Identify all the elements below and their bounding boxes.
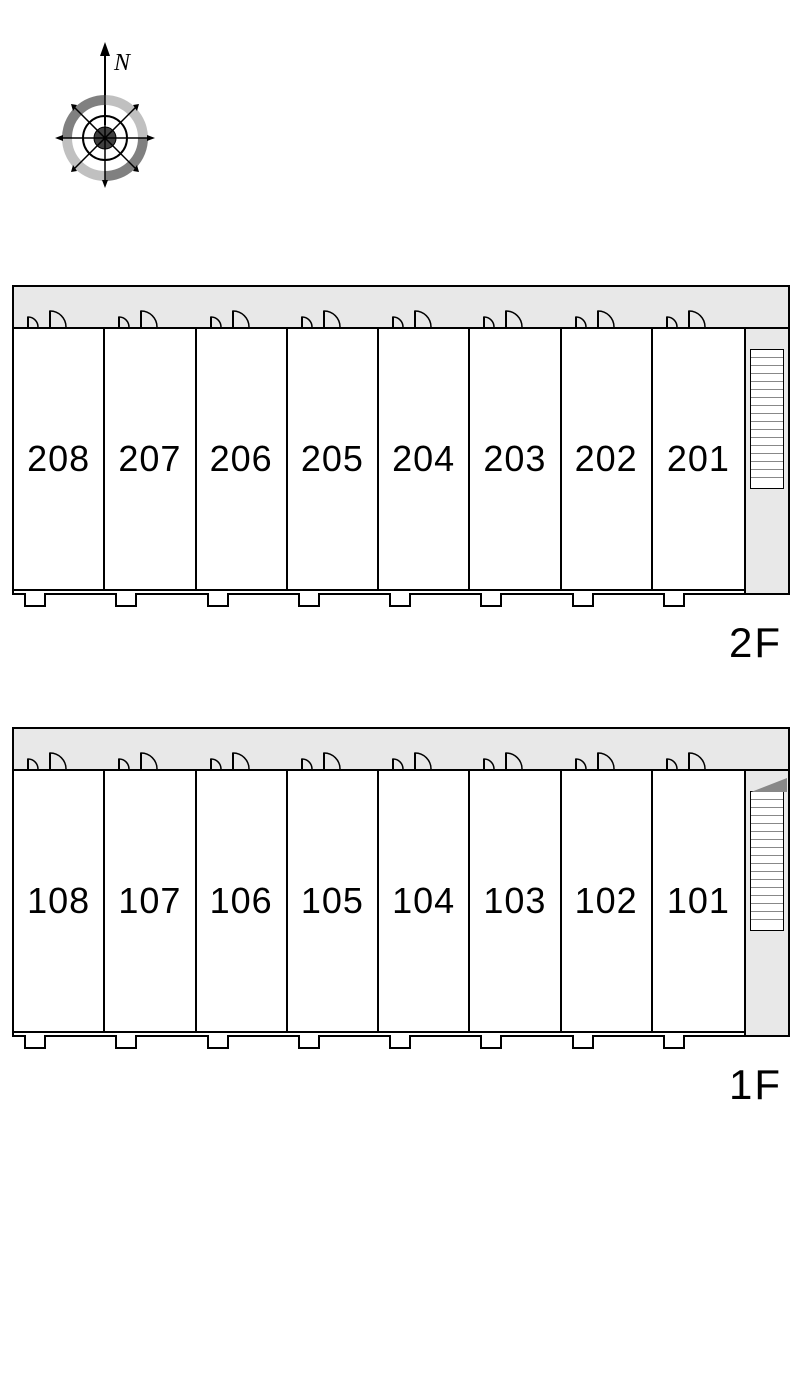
compass-label: N <box>113 50 132 76</box>
stairs-icon <box>744 329 788 593</box>
door-icon <box>653 287 744 327</box>
balcony-mark <box>663 1035 685 1049</box>
units-row: 208 207 206 205 204 203 202 201 <box>14 329 788 589</box>
balcony-mark <box>389 593 411 607</box>
unit-number: 106 <box>210 880 273 922</box>
balcony-mark <box>24 593 46 607</box>
corridor-segment <box>470 287 561 327</box>
balcony-row <box>14 1031 788 1035</box>
unit-number: 207 <box>118 438 181 480</box>
unit-cell: 107 <box>105 771 196 1031</box>
unit-cell: 108 <box>14 771 105 1031</box>
door-icon <box>197 287 288 327</box>
door-icon <box>14 729 105 769</box>
floor-plan: 108 107 106 105 104 103 102 101 <box>12 727 790 1037</box>
unit-cell: 206 <box>197 329 288 589</box>
unit-cell: 207 <box>105 329 196 589</box>
unit-number: 203 <box>483 438 546 480</box>
unit-number: 101 <box>667 880 730 922</box>
floor-plan: 208 207 206 205 204 203 202 201 <box>12 285 790 595</box>
unit-cell: 202 <box>562 329 653 589</box>
door-icon <box>105 287 196 327</box>
corridor <box>14 729 788 771</box>
unit-cell: 204 <box>379 329 470 589</box>
floor-section: 108 107 106 105 104 103 102 101 1F <box>0 727 800 1109</box>
door-icon <box>379 729 470 769</box>
corridor-segment <box>14 287 105 327</box>
corridor-segment <box>653 287 744 327</box>
corridor-segment <box>105 287 196 327</box>
unit-number: 103 <box>483 880 546 922</box>
corridor-segment <box>379 287 470 327</box>
unit-cell: 104 <box>379 771 470 1031</box>
unit-cell: 201 <box>653 329 744 589</box>
floor-section: 208 207 206 205 204 203 202 201 2F <box>0 285 800 667</box>
door-icon <box>562 287 653 327</box>
unit-number: 104 <box>392 880 455 922</box>
unit-number: 108 <box>27 880 90 922</box>
unit-cell: 103 <box>470 771 561 1031</box>
unit-number: 204 <box>392 438 455 480</box>
floor-label: 1F <box>0 1061 782 1109</box>
unit-cell: 203 <box>470 329 561 589</box>
unit-cell: 105 <box>288 771 379 1031</box>
corridor-segment <box>105 729 196 769</box>
unit-cell: 205 <box>288 329 379 589</box>
balcony-mark <box>572 593 594 607</box>
balcony-mark <box>298 1035 320 1049</box>
door-icon <box>197 729 288 769</box>
balcony-mark <box>207 593 229 607</box>
balcony-row <box>14 589 788 593</box>
corridor-segment <box>470 729 561 769</box>
corridor-segment <box>197 287 288 327</box>
compass-icon: N <box>40 40 800 225</box>
floor-label: 2F <box>0 619 782 667</box>
unit-number: 201 <box>667 438 730 480</box>
balcony-mark <box>298 593 320 607</box>
door-icon <box>653 729 744 769</box>
corridor-segment <box>288 287 379 327</box>
balcony-mark <box>480 1035 502 1049</box>
door-icon <box>470 287 561 327</box>
balcony-mark <box>480 593 502 607</box>
corridor-segment <box>197 729 288 769</box>
balcony-mark <box>207 1035 229 1049</box>
corridor-segment <box>562 287 653 327</box>
balcony-mark <box>115 593 137 607</box>
corridor-segment <box>562 729 653 769</box>
unit-number: 107 <box>118 880 181 922</box>
corridor-segment <box>379 729 470 769</box>
unit-number: 206 <box>210 438 273 480</box>
unit-cell: 208 <box>14 329 105 589</box>
door-icon <box>379 287 470 327</box>
stairs-icon <box>744 771 788 1035</box>
corridor-segment <box>14 729 105 769</box>
unit-number: 205 <box>301 438 364 480</box>
door-icon <box>14 287 105 327</box>
balcony-mark <box>572 1035 594 1049</box>
unit-number: 102 <box>575 880 638 922</box>
door-icon <box>105 729 196 769</box>
corridor-segment <box>653 729 744 769</box>
door-icon <box>562 729 653 769</box>
unit-number: 105 <box>301 880 364 922</box>
balcony-mark <box>24 1035 46 1049</box>
door-icon <box>288 287 379 327</box>
balcony-mark <box>663 593 685 607</box>
unit-number: 208 <box>27 438 90 480</box>
unit-cell: 106 <box>197 771 288 1031</box>
units-row: 108 107 106 105 104 103 102 101 <box>14 771 788 1031</box>
unit-cell: 102 <box>562 771 653 1031</box>
door-icon <box>470 729 561 769</box>
balcony-mark <box>389 1035 411 1049</box>
balcony-mark <box>115 1035 137 1049</box>
corridor-segment <box>288 729 379 769</box>
door-icon <box>288 729 379 769</box>
corridor <box>14 287 788 329</box>
unit-number: 202 <box>575 438 638 480</box>
unit-cell: 101 <box>653 771 744 1031</box>
